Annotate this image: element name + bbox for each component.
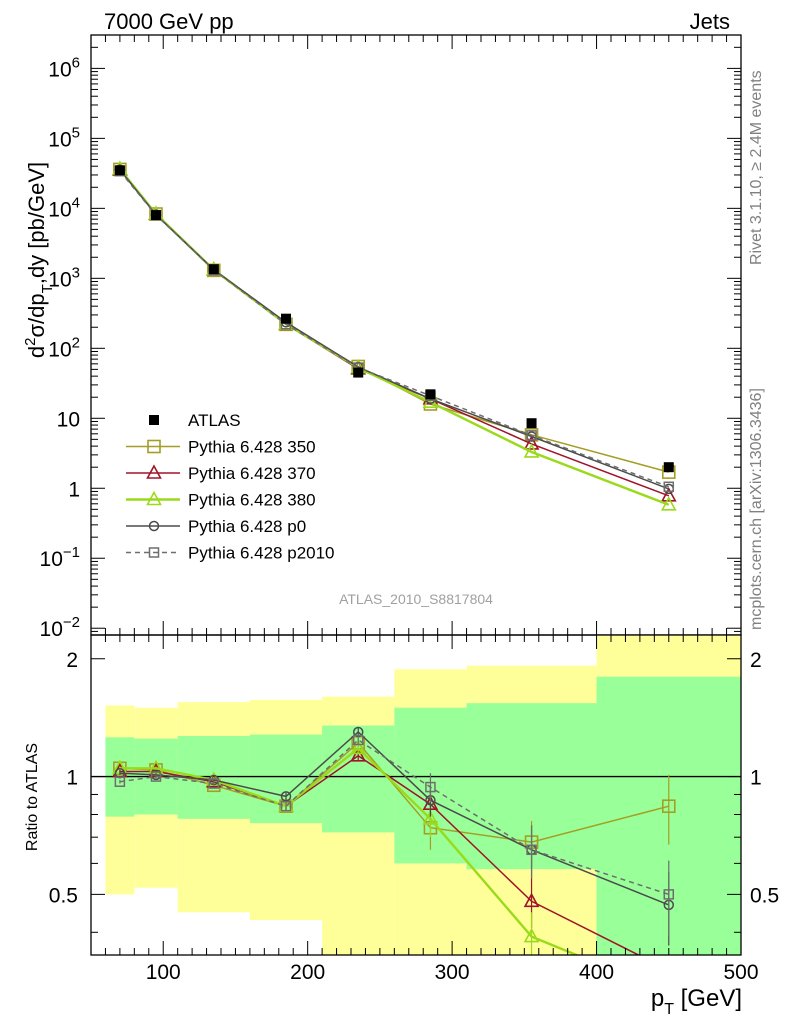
legend-marker-p0 (148, 520, 160, 532)
legend-entry-py380: Pythia 6.428 380 (126, 491, 316, 510)
main-point-p2010 (663, 481, 675, 493)
x-tick-label: 500 (723, 961, 758, 984)
watermark: ATLAS_2010_S8817804 (339, 591, 493, 607)
legend-marker-py350 (147, 439, 161, 454)
legend-entry-atlas: ATLAS (149, 411, 241, 430)
ratio-uncertainty-bands (91, 635, 741, 955)
ratio-panel: 0.5 0.5 1 1 2 2 100 200 300 400 500 Ratio to ATLAS… (24, 634, 779, 1018)
ratio-point-p0 (280, 791, 292, 802)
main-y-tick-label: 1 (68, 478, 80, 501)
ratio-point-py380 (422, 810, 439, 825)
ratio-point-p2010 (352, 734, 364, 746)
main-y-tick-label: 10−2 (40, 614, 80, 641)
main-y-tick-label: 104 (48, 194, 80, 221)
data-point-atlas (151, 210, 161, 221)
ratio-y-tick-label: 2 (66, 649, 78, 672)
legend-marker-py370 (146, 464, 162, 479)
ratio-line-p0 (119, 730, 670, 906)
main-point-py370 (523, 435, 540, 450)
ratio-point-py380 (523, 927, 540, 943)
ratio-y-tick-label-right: 2 (750, 649, 762, 672)
legend-entry-p0: Pythia 6.428 p0 (126, 517, 306, 536)
data-point-atlas (526, 418, 537, 429)
ratio-point-p2010 (114, 776, 126, 787)
header-left: 7000 GeV pp (104, 9, 234, 34)
ratio-y-tick-label: 0.5 (49, 884, 78, 907)
legend-label-py350: Pythia 6.428 350 (188, 438, 316, 457)
ratio-point-p2010 (526, 844, 537, 856)
legend-label-p0: Pythia 6.428 p0 (188, 517, 306, 536)
main-y-tick-label: 106 (48, 54, 80, 81)
main-panel-frame (91, 35, 741, 635)
ratio-line-py380 (119, 746, 580, 955)
data-point-atlas (425, 389, 436, 400)
ratio-y-tick-label-right: 1 (750, 767, 762, 790)
main-y-tick-label: 103 (48, 264, 80, 291)
main-point-p2010 (526, 430, 537, 441)
main-y-tick-label: 10 (57, 408, 80, 431)
x-tick-label: 400 (579, 961, 614, 984)
x-axis-label: pT [GeV] (651, 985, 742, 1018)
ratio-series-group (112, 726, 676, 955)
ratio-y-tick-label: 1 (66, 767, 78, 790)
ratio-point-p2010 (208, 778, 220, 789)
legend-entry-py350: Pythia 6.428 350 (126, 438, 316, 457)
main-point-py380 (523, 443, 540, 458)
ratio-line-p2010 (119, 739, 670, 896)
ratio-frame (90, 634, 742, 956)
ratio-line-py370 (119, 754, 641, 955)
main-marks (112, 160, 677, 511)
legend-marker-p2010 (148, 547, 160, 558)
data-point-atlas (353, 367, 364, 378)
mcplots-label: mcplots.cern.ch [arXiv:1306.3436] (748, 388, 765, 630)
legend-entry-py370: Pythia 6.428 370 (126, 464, 316, 483)
main-y-axis-label: d2σ/dpT,dy [pb/GeV] (22, 162, 56, 358)
legend-label-py370: Pythia 6.428 370 (188, 464, 316, 483)
main-y-tick-label: 105 (48, 124, 80, 151)
data-point-atlas (114, 165, 125, 176)
main-line-p0 (119, 169, 670, 490)
ratio-y-tick-label-right: 0.5 (750, 884, 779, 907)
rivet-version-label: Rivet 3.1.10, ≥ 2.4M events (748, 70, 765, 265)
legend-marker-atlas (149, 415, 159, 425)
ratio-point-p2010 (280, 800, 292, 812)
ratio-point-py380 (350, 739, 367, 755)
legend-label-atlas: ATLAS (188, 411, 241, 430)
ratio-point-py350 (661, 799, 676, 814)
ratio-point-p2010 (150, 771, 162, 782)
x-tick-label: 100 (146, 961, 181, 984)
main-point-py380 (660, 496, 677, 511)
legend-entry-p2010: Pythia 6.428 p2010 (126, 544, 335, 563)
main-y-tick-label: 102 (48, 334, 80, 361)
legend: ATLAS Pythia 6.428 350 Pythia 6.428 370 Pyt… (126, 411, 335, 563)
legend-label-p2010: Pythia 6.428 p2010 (188, 544, 335, 563)
header-right: Jets (690, 9, 730, 34)
x-tick-label: 300 (435, 961, 470, 984)
ratio-point-p2010 (425, 781, 436, 793)
ratio-point-py370 (350, 747, 367, 762)
x-tick-label: 200 (290, 961, 325, 984)
ratio-marks (112, 726, 676, 955)
data-point-atlas (281, 313, 291, 324)
main-point-py370 (660, 487, 677, 502)
data-point-atlas (663, 462, 674, 473)
main-y-tick-label: 10−1 (40, 544, 80, 571)
ratio-y-axis-label: Ratio to ATLAS (24, 743, 41, 851)
data-point-atlas (208, 264, 219, 275)
main-line-p2010 (119, 170, 670, 488)
ratio-axes: 0.5 0.5 1 1 2 2 100 200 300 400 500 (49, 634, 779, 984)
ratio-point-py370 (523, 892, 540, 908)
ratio-point-p2010 (663, 889, 675, 900)
legend-label-py380: Pythia 6.428 380 (188, 491, 316, 510)
legend-marker-py380 (146, 490, 162, 506)
